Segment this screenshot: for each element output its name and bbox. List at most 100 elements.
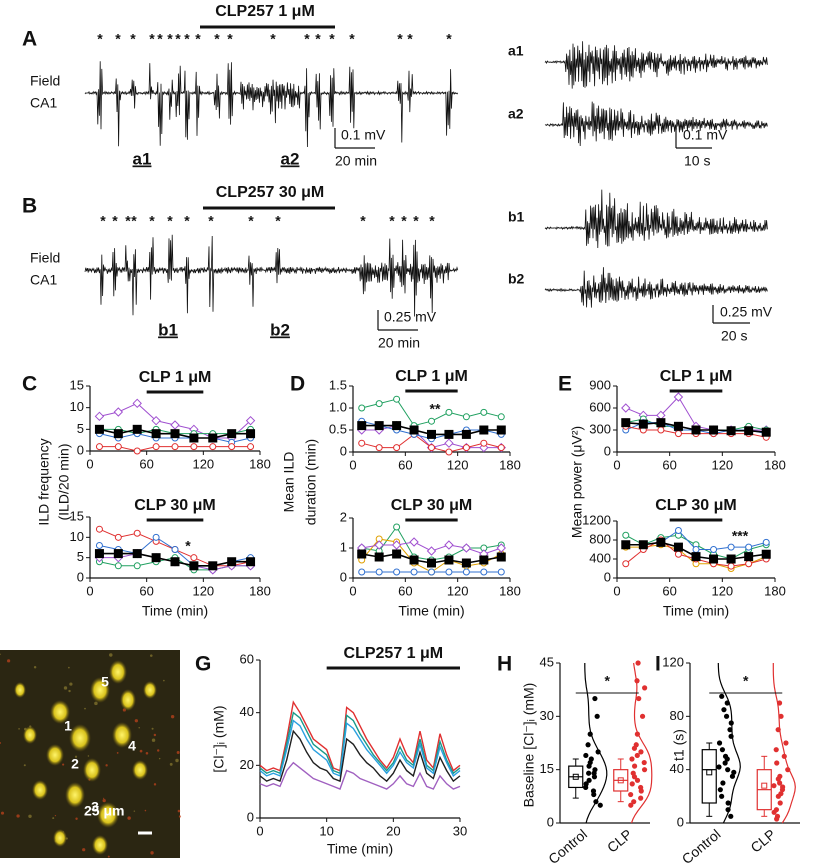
panel-label: B [22,195,37,218]
point-marker [657,426,665,434]
point-marker [245,415,256,426]
event-star: * [131,213,137,229]
event-star: * [429,213,435,229]
y-tick-label: 0 [77,442,84,457]
point-marker [209,443,217,451]
mean-marker [726,426,736,436]
event-star: * [360,213,366,229]
mean-marker [479,555,489,565]
data-point [631,763,638,769]
mean-marker [479,425,489,435]
epoch-label: b1 [508,209,525,225]
micrograph-speck [150,851,154,855]
point-marker [409,537,419,547]
y-tick-label: 0 [340,569,347,584]
data-point [725,807,731,813]
micrograph-speck [116,752,119,754]
y-tick-label: 400 [589,550,611,565]
micrograph-speck [178,815,182,818]
data-point [634,777,641,783]
data-point [586,777,592,783]
data-point [720,780,726,786]
mean-marker [744,552,754,562]
micrograph-speck [74,755,78,758]
micrograph-speck [33,666,37,669]
data-point [629,756,635,762]
micrograph-speck [0,741,1,744]
cell-body [83,758,101,782]
event-star: * [125,213,131,229]
mean-marker [444,429,454,439]
cell-body [90,677,110,703]
micrograph-speck [87,755,90,757]
point-marker [727,543,735,551]
treatment-label: CLP 30 μM [391,497,473,514]
point-marker [497,444,505,452]
y-tick-label: 1200 [582,512,611,527]
micrograph-speck [127,816,131,820]
point-marker [228,443,236,451]
y-tick-label: 0.5 [329,421,347,436]
x-axis-title: Time (min) [142,603,208,619]
data-point [635,660,641,666]
panel-label: A [22,28,37,51]
y-tick-label: 15 [70,508,84,523]
micrograph-speck [63,686,68,690]
mean-marker [638,419,648,429]
y-axis-title: Baseline [Cl⁻]ᵢ (mM) [521,683,537,808]
point-marker [393,395,401,403]
data-point [628,802,634,808]
scale-label: 0.1 mV [683,127,728,143]
point-marker [710,546,718,553]
lfp-trace [84,234,459,317]
data-point [634,731,640,737]
mean-marker [392,549,402,559]
micrograph-speck [107,855,110,858]
x-tick-label: Control [679,826,724,865]
event-star: * [184,31,190,47]
micrograph-speck [23,764,26,767]
mean-marker [132,424,142,434]
micrograph-speck [68,689,71,693]
micrograph-speck [109,653,113,657]
mean-marker [461,429,471,439]
significance: *** [732,528,749,544]
significance: * [743,673,749,689]
data-point [631,799,637,805]
event-star: * [389,213,395,229]
micrograph-speck [0,811,5,815]
y-tick-label: 0 [604,443,611,458]
micrograph-speck [69,682,73,686]
mean-marker [761,427,771,437]
data-point [716,740,723,746]
panel-label: D [290,373,305,396]
density-curve [630,662,653,824]
micrograph-speck [153,733,157,737]
x-axis-title: Time (min) [663,603,729,619]
x-tick-label: 120 [447,583,469,598]
treatment-label: CLP 1 μM [395,368,468,385]
lfp-trace [544,189,768,249]
mean-marker [427,429,436,439]
data-point [641,767,648,773]
density-curve [584,663,608,824]
mean-marker [744,426,754,436]
micrograph-speck [138,726,140,729]
data-point [591,774,598,780]
mean-marker [227,429,237,439]
lfp-trace [544,41,768,89]
point-marker [152,443,160,451]
y-tick-label: 0 [547,814,554,829]
point-marker [692,546,700,553]
event-star: * [149,31,155,47]
x-axis-title: Time (min) [327,841,393,857]
micrograph-speck [75,817,78,820]
mean-marker [461,558,471,568]
micrograph-speck [103,797,105,799]
data-point [778,791,784,797]
mean-marker [427,558,436,568]
data-point [780,784,786,790]
event-star: * [270,31,276,47]
point-marker [95,525,103,533]
point-marker [727,562,735,570]
